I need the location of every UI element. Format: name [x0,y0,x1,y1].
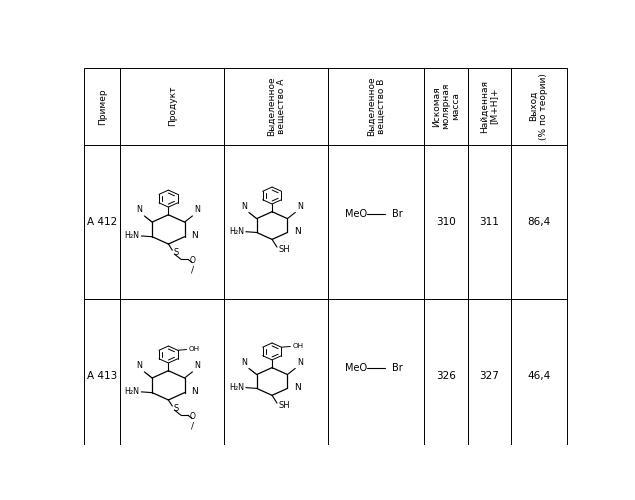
Text: SH: SH [279,245,291,254]
Text: MeO: MeO [345,363,367,373]
Text: Искомая
молярная
масса: Искомая молярная масса [432,83,460,130]
Text: Выделенное
вещество В: Выделенное вещество В [367,76,385,136]
Text: N: N [294,383,301,392]
Text: Выход
(% по теории): Выход (% по теории) [530,73,548,140]
Text: N: N [297,202,303,211]
Text: А 413: А 413 [87,370,117,380]
Bar [511,68,566,144]
Text: MeO: MeO [345,209,367,219]
Bar [468,144,511,298]
Bar [121,144,224,298]
Text: N: N [194,206,200,214]
Bar [424,68,468,144]
Text: O: O [190,412,196,422]
Text: H₂N: H₂N [229,383,244,392]
Text: Br: Br [392,363,403,373]
Text: S: S [173,404,178,412]
Bar [468,298,511,452]
Bar [121,298,224,452]
Bar [84,144,121,298]
Text: Продукт: Продукт [168,86,177,126]
Text: N: N [194,362,200,370]
Text: OH: OH [293,343,304,349]
Text: 86,4: 86,4 [527,216,551,226]
Text: 327: 327 [479,370,499,380]
Text: 46,4: 46,4 [527,370,551,380]
Bar [328,298,424,452]
Bar [468,68,511,144]
Text: N: N [294,227,301,236]
Text: N: N [137,206,142,214]
Text: N: N [241,358,247,367]
Text: H₂N: H₂N [229,227,244,236]
Bar [224,298,328,452]
Text: H₂N: H₂N [124,387,140,396]
Bar [328,68,424,144]
Text: А 412: А 412 [87,216,117,226]
Bar [424,298,468,452]
Text: O: O [190,256,196,266]
Bar [84,68,121,144]
Text: /: / [191,266,194,274]
Text: N: N [137,362,142,370]
Text: OH: OH [189,346,200,352]
Text: N: N [241,202,247,211]
Text: H₂N: H₂N [124,231,140,240]
Text: Br: Br [392,209,403,219]
Text: SH: SH [279,401,291,410]
Text: 326: 326 [436,370,456,380]
Bar [328,144,424,298]
Bar [121,68,224,144]
Text: 310: 310 [436,216,456,226]
Text: Найденная
[М+Н]+: Найденная [М+Н]+ [480,80,498,132]
Text: 311: 311 [479,216,499,226]
Bar [224,68,328,144]
Text: N: N [192,232,198,240]
Text: Выделенное
вещество А: Выделенное вещество А [267,76,285,136]
Bar [511,144,566,298]
Bar [424,144,468,298]
Text: Пример: Пример [98,88,107,124]
Text: /: / [191,422,194,430]
Bar [511,298,566,452]
Bar [84,298,121,452]
Text: N: N [192,388,198,396]
Text: N: N [297,358,303,367]
Text: S: S [173,248,178,256]
Bar [224,144,328,298]
